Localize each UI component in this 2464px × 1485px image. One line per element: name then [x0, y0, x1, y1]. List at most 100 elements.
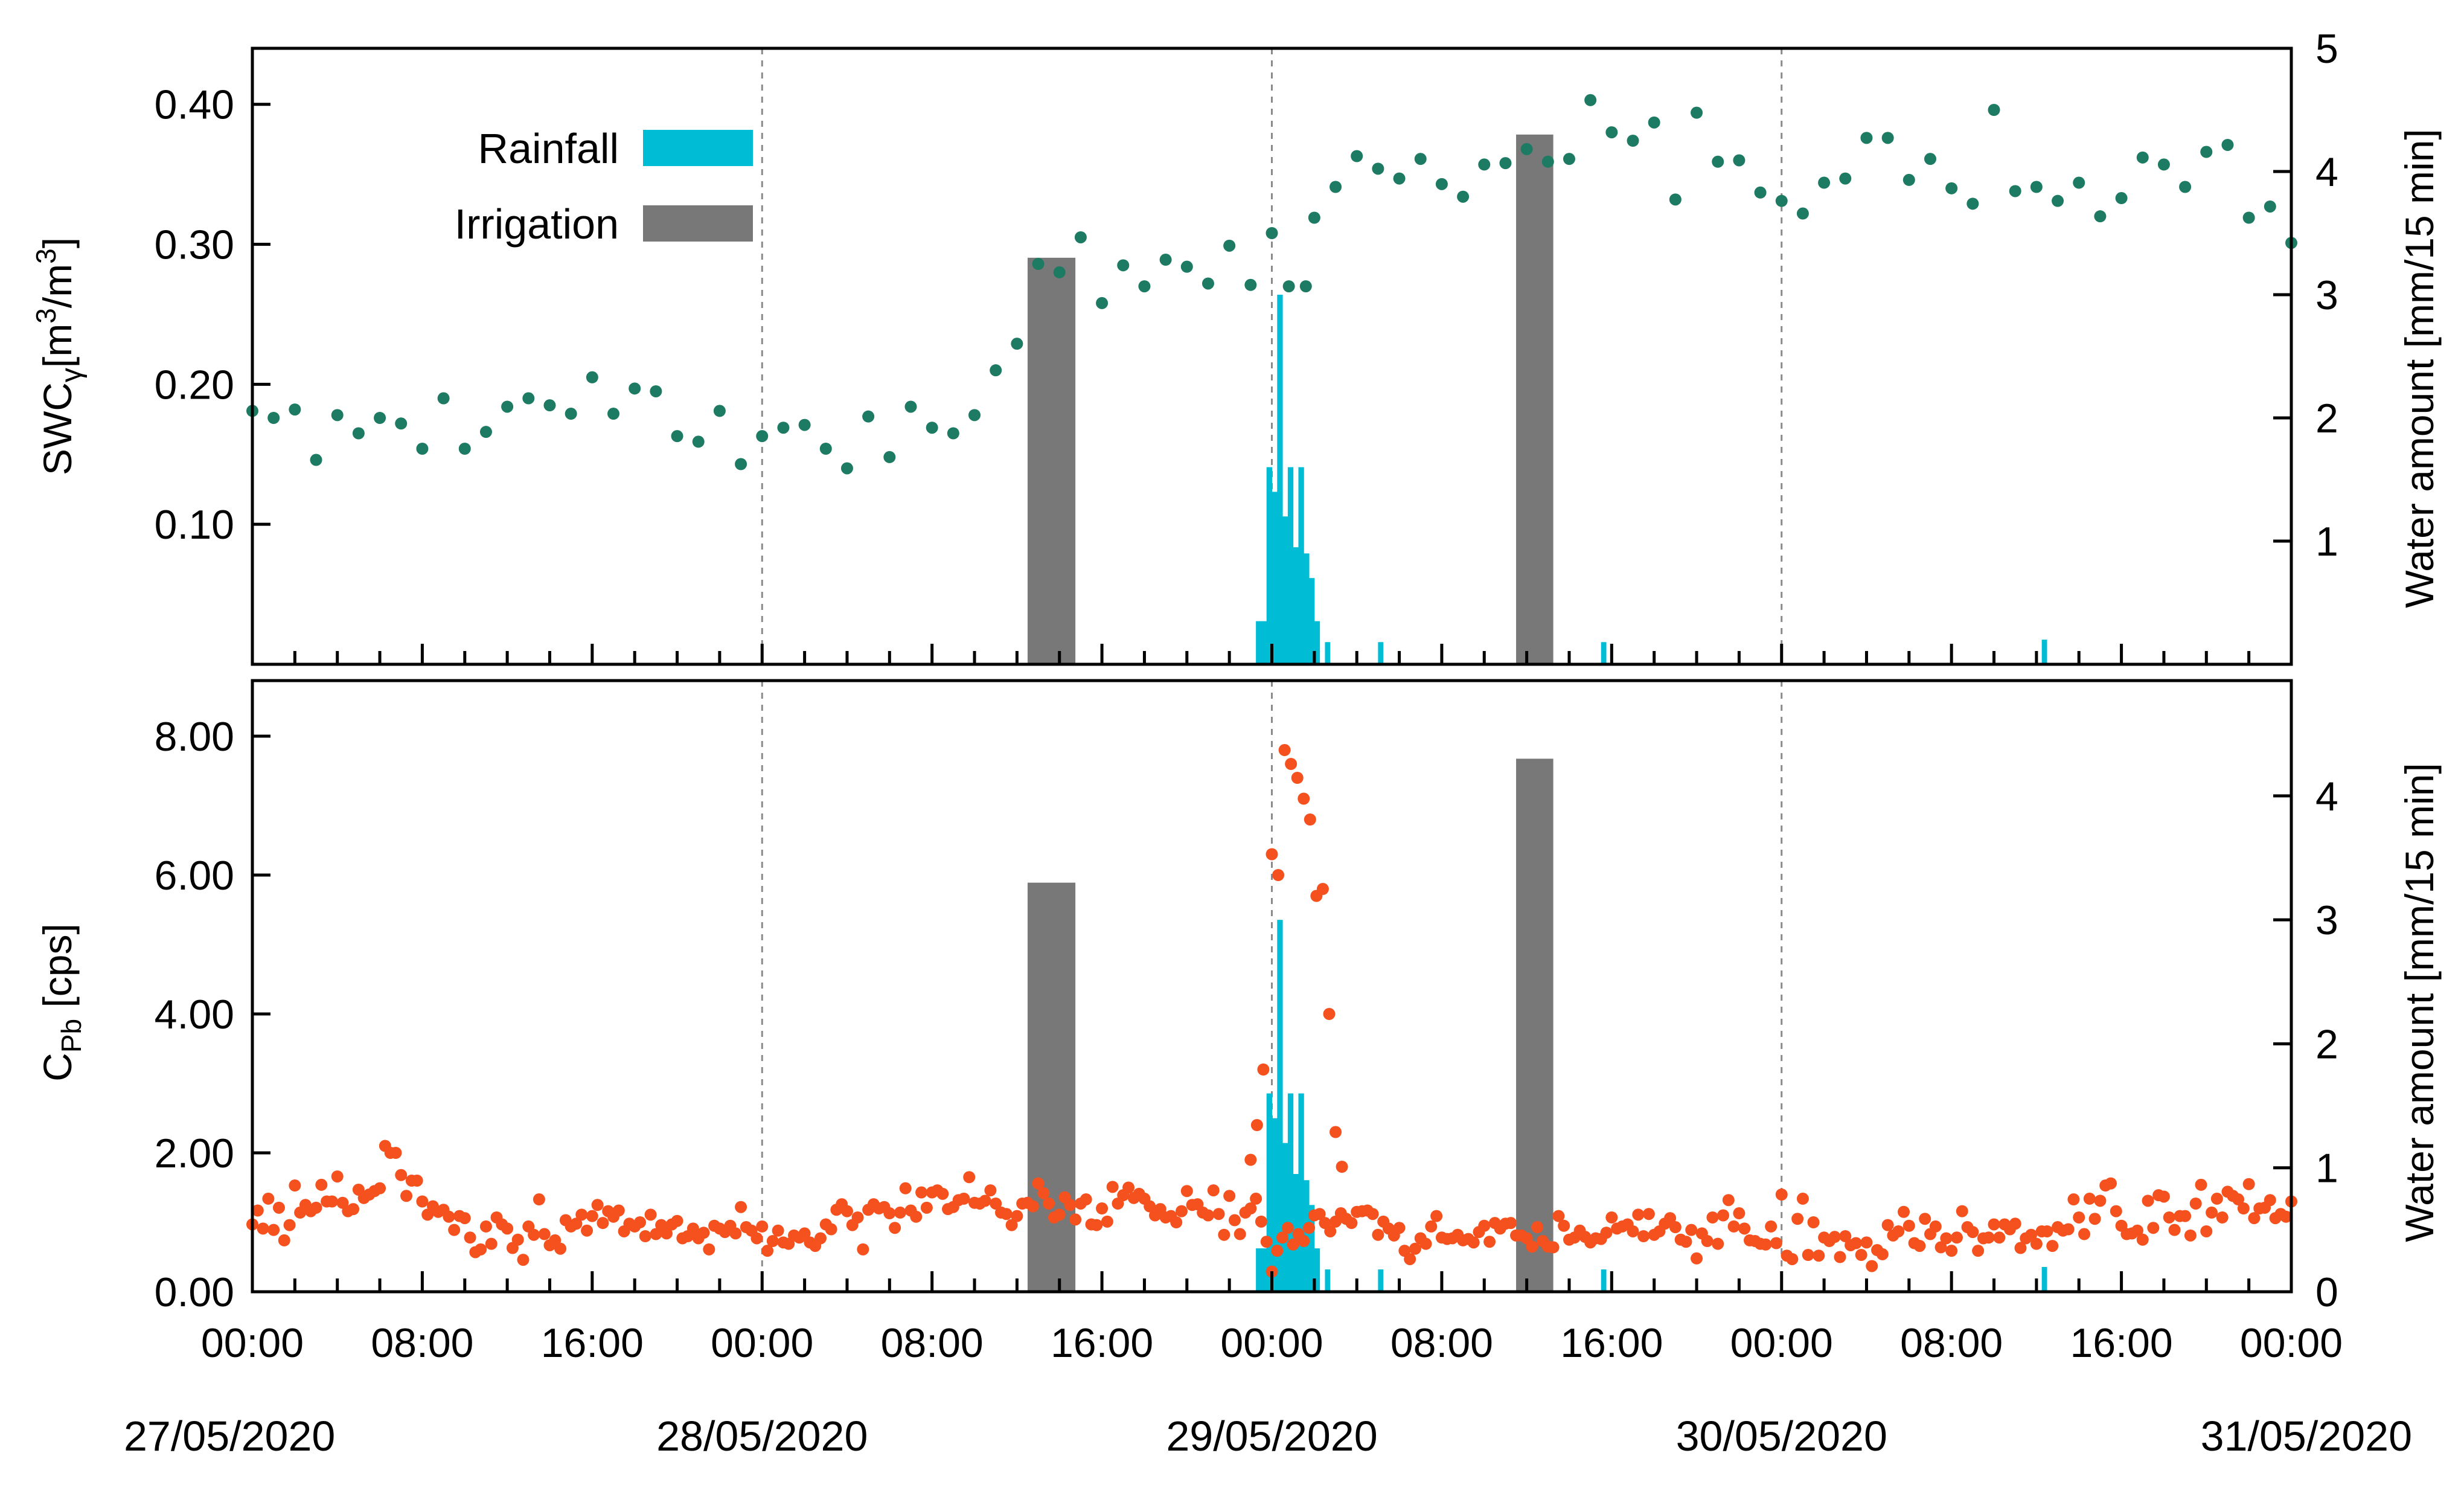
bottom-cpb-points	[246, 744, 2297, 1278]
swc-point	[1648, 116, 1660, 129]
cpb-point	[1271, 1245, 1284, 1257]
cpb-point	[1419, 1237, 1432, 1250]
cpb-point	[1531, 1221, 1544, 1234]
cpb-point	[1913, 1240, 1926, 1252]
cpb-point	[2131, 1224, 2143, 1237]
swc-point	[1988, 104, 2000, 116]
y-right-tick-label: 4	[2315, 774, 2338, 819]
cpb-point	[2248, 1212, 2261, 1225]
cpb-point	[910, 1210, 923, 1223]
cpb-point	[825, 1223, 837, 1236]
cpb-point	[1876, 1248, 1889, 1260]
swc-point	[2073, 176, 2085, 189]
cpb-point	[1898, 1205, 1910, 1218]
cpb-point	[1250, 1192, 1262, 1205]
swc-point	[1945, 182, 1958, 194]
cpb-point	[686, 1222, 699, 1235]
rainfall-bar	[1272, 492, 1278, 664]
cpb-peak-point	[1272, 869, 1285, 881]
swc-point	[1180, 260, 1193, 273]
cpb-point	[2083, 1192, 2096, 1205]
rainfall-bar	[1378, 642, 1384, 664]
rainfall-bar	[1282, 516, 1288, 664]
cpb-point	[2041, 1225, 2053, 1237]
cpb-point	[2078, 1228, 2091, 1240]
cpb-point	[1425, 1220, 1438, 1233]
cpb-point	[1106, 1181, 1119, 1193]
cpb-point	[703, 1243, 715, 1256]
cpb-point	[575, 1208, 588, 1221]
cpb-point	[479, 1220, 492, 1233]
cpb-point	[1637, 1230, 1650, 1242]
cpb-point	[586, 1210, 598, 1222]
top-swc-points	[246, 94, 2297, 475]
swc-point	[650, 385, 662, 397]
swc-point	[331, 409, 344, 422]
cpb-point	[1372, 1228, 1384, 1241]
cpb-point	[1860, 1236, 1873, 1249]
swc-point	[1902, 173, 1915, 186]
rainfall-bar	[1261, 621, 1267, 664]
cpb-point	[1101, 1215, 1113, 1228]
cpb-point	[756, 1220, 769, 1233]
swc-point	[1478, 158, 1491, 171]
cpb-point	[511, 1233, 524, 1246]
cpb-point	[315, 1178, 328, 1191]
top-ylabel-unit-post: ]	[35, 237, 80, 248]
x-time-label: 08:00	[1390, 1320, 1493, 1366]
cpb-point	[1892, 1225, 1905, 1237]
swc-point	[1117, 259, 1130, 272]
cpb-point	[1722, 1194, 1735, 1207]
cpb-point	[979, 1195, 991, 1207]
cpb-point	[851, 1211, 864, 1224]
cpb-point	[411, 1175, 423, 1187]
cpb-point	[1685, 1224, 1698, 1236]
swc-point	[2242, 211, 2255, 224]
cpb-point	[1212, 1208, 1225, 1220]
cpb-point	[283, 1219, 296, 1231]
swc-point	[1282, 280, 1295, 293]
cpb-point	[1218, 1228, 1230, 1241]
cpb-point	[1170, 1216, 1183, 1228]
swc-point	[2157, 158, 2170, 171]
x-time-label: 00:00	[1220, 1320, 1323, 1366]
cpb-point	[671, 1214, 683, 1227]
bottom-left-tick-labels: 0.00 2.00 4.00 6.00 8.00	[155, 714, 234, 1315]
swc-point	[1074, 231, 1087, 243]
swc-point	[607, 408, 620, 420]
cpb-point	[325, 1195, 338, 1208]
y-left-tick-label: 8.00	[155, 714, 234, 760]
swc-point	[1541, 155, 1554, 168]
swc-point	[395, 417, 408, 430]
cpb-point	[1547, 1241, 1560, 1254]
cpb-point	[1642, 1208, 1655, 1220]
y-right-tick-label: 4	[2315, 149, 2338, 195]
cpb-point	[475, 1243, 487, 1256]
swc-point	[1032, 258, 1045, 270]
y-right-tick-label: 0	[2315, 1269, 2338, 1315]
top-ylabel-unit-mid: /m	[35, 264, 80, 308]
cpb-point	[2179, 1210, 2192, 1222]
cpb-point	[1244, 1202, 1257, 1214]
cpb-point	[289, 1179, 301, 1192]
y-left-tick-label: 0.20	[155, 362, 234, 408]
swc-point	[543, 399, 556, 412]
cpb-point	[1069, 1213, 1082, 1226]
swc-point	[2221, 138, 2234, 151]
cpb-point	[1664, 1212, 1677, 1225]
cpb-point	[2136, 1233, 2149, 1246]
cpb-peak-point	[1298, 792, 1310, 805]
swc-point	[2094, 210, 2107, 223]
cpb-point	[2073, 1211, 2085, 1224]
legend-rainfall-label: Rainfall	[478, 125, 619, 172]
panel-bottom: 0.00 2.00 4.00 6.00 8.00 0 1 2 3 4 CPb [cps] Wat…	[35, 679, 2442, 1315]
cpb-point	[262, 1192, 275, 1205]
rainfall-bar	[2041, 1266, 2047, 1292]
cpb-peak-point	[1285, 758, 1298, 770]
swc-point	[1563, 153, 1575, 165]
cpb-point	[1828, 1231, 1841, 1243]
y-right-tick-label: 3	[2315, 897, 2338, 943]
swc-point	[1138, 280, 1151, 293]
cpb-point	[2025, 1228, 2038, 1241]
cpb-point	[570, 1217, 583, 1230]
